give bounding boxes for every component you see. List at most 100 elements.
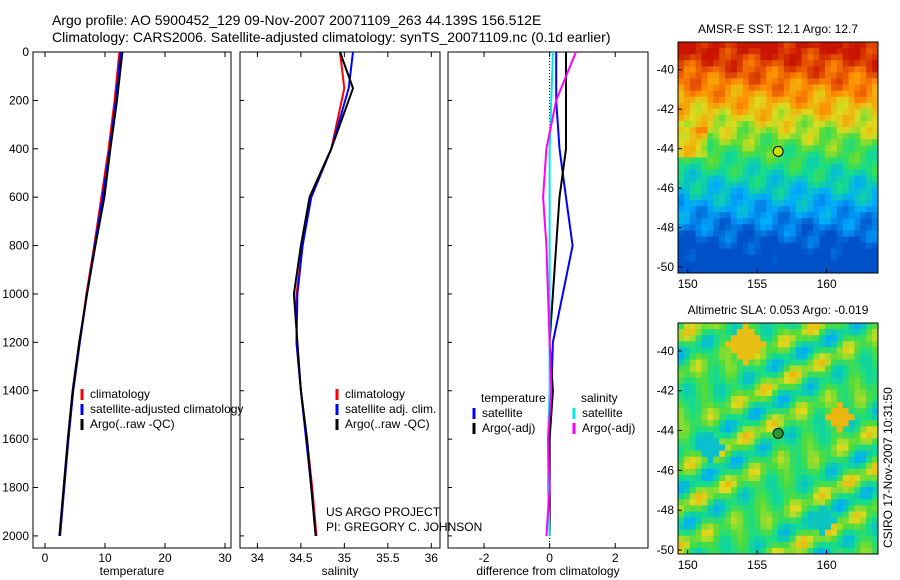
map-cell xyxy=(760,535,767,543)
y-tick-label: -48 xyxy=(657,221,675,235)
map-cell xyxy=(707,444,714,452)
map-cell xyxy=(683,335,691,342)
map-cell xyxy=(819,517,826,525)
map-cell xyxy=(783,175,791,183)
map-cell xyxy=(760,474,767,482)
map-cell xyxy=(742,432,749,439)
map-cell xyxy=(701,200,708,207)
map-cell xyxy=(872,54,879,61)
map-cell xyxy=(760,254,767,262)
map-cell xyxy=(795,212,802,219)
map-cell xyxy=(683,432,691,439)
map-cell xyxy=(801,462,808,470)
map-cell xyxy=(783,169,791,177)
map-cell xyxy=(854,175,861,183)
map-cell xyxy=(795,432,802,439)
map-cell xyxy=(866,114,873,122)
map-cell xyxy=(707,206,714,213)
legend-entry: Argo(..raw -QC) xyxy=(90,417,175,431)
map-cell xyxy=(742,468,749,476)
map-cell xyxy=(760,426,767,433)
map-cell xyxy=(836,236,844,244)
map-cell xyxy=(860,54,867,61)
map-cell xyxy=(748,127,755,134)
map-cell xyxy=(713,145,720,152)
map-cell xyxy=(707,450,714,458)
map-cell xyxy=(825,139,832,146)
series-line-argo-raw-qc- xyxy=(292,51,355,536)
map-cell xyxy=(772,121,779,128)
map-cell xyxy=(795,535,802,543)
map-cell xyxy=(748,408,755,415)
map-cell xyxy=(736,511,744,518)
map-cell xyxy=(813,42,820,49)
map-cell xyxy=(683,426,691,433)
map-cell xyxy=(819,523,826,531)
legend-entry: salinity xyxy=(581,391,618,405)
map-cell xyxy=(754,505,761,512)
map-cell xyxy=(678,90,685,98)
map-cell xyxy=(701,426,708,433)
map-cell xyxy=(695,145,702,152)
map-cell xyxy=(848,96,855,104)
map-cell xyxy=(830,353,838,360)
map-cell xyxy=(860,133,867,140)
map-cell xyxy=(760,206,767,213)
map-cell xyxy=(683,420,691,427)
map-cell xyxy=(683,438,691,445)
map-cell xyxy=(719,60,726,67)
map-cell xyxy=(707,236,714,244)
map-cell xyxy=(819,193,826,201)
map-cell xyxy=(689,523,697,531)
map-cell xyxy=(830,450,838,458)
map-cell xyxy=(795,529,802,537)
map-cell xyxy=(760,329,767,336)
map-cell xyxy=(813,114,820,122)
map-cell xyxy=(748,193,755,201)
x-tick-label: 35 xyxy=(338,551,352,565)
map-cell xyxy=(795,487,802,494)
map-cell xyxy=(736,499,744,506)
map-cell xyxy=(766,462,773,470)
map-cell xyxy=(772,248,779,256)
map-cell xyxy=(742,499,749,506)
map-cell xyxy=(778,402,785,409)
map-cell xyxy=(695,242,702,250)
map-cell xyxy=(825,266,832,274)
map-cell xyxy=(819,224,826,231)
map-cell xyxy=(689,535,697,543)
map-cell xyxy=(678,499,685,506)
map-cell xyxy=(789,66,797,73)
map-cell xyxy=(742,84,749,92)
map-cell xyxy=(836,121,844,128)
map-cell xyxy=(819,266,826,274)
map-cell xyxy=(842,547,849,555)
map-cell xyxy=(748,218,755,225)
map-cell xyxy=(807,493,814,500)
map-cell xyxy=(866,426,873,433)
map-cell xyxy=(801,541,808,549)
map-cell xyxy=(678,402,685,409)
map-cell xyxy=(836,175,844,183)
map-cell xyxy=(795,323,802,330)
map-cell xyxy=(866,541,873,549)
map-cell xyxy=(848,254,855,262)
map-cell xyxy=(801,438,808,445)
map-cell xyxy=(730,402,738,409)
legend-entry: temperature xyxy=(481,391,546,405)
map-cell xyxy=(854,163,861,171)
map-cell xyxy=(695,218,702,225)
map-cell xyxy=(707,359,714,366)
map-cell xyxy=(825,133,832,140)
map-cell xyxy=(783,139,791,146)
map-cell xyxy=(754,511,761,518)
map-cell xyxy=(701,402,708,409)
map-cell xyxy=(778,72,785,79)
map-cell xyxy=(748,359,755,366)
map-cell xyxy=(689,90,697,98)
map-cell xyxy=(748,365,755,373)
map-cell xyxy=(795,347,802,354)
map-cell xyxy=(836,66,844,73)
map-cell xyxy=(830,84,838,92)
map-cell xyxy=(695,481,702,488)
